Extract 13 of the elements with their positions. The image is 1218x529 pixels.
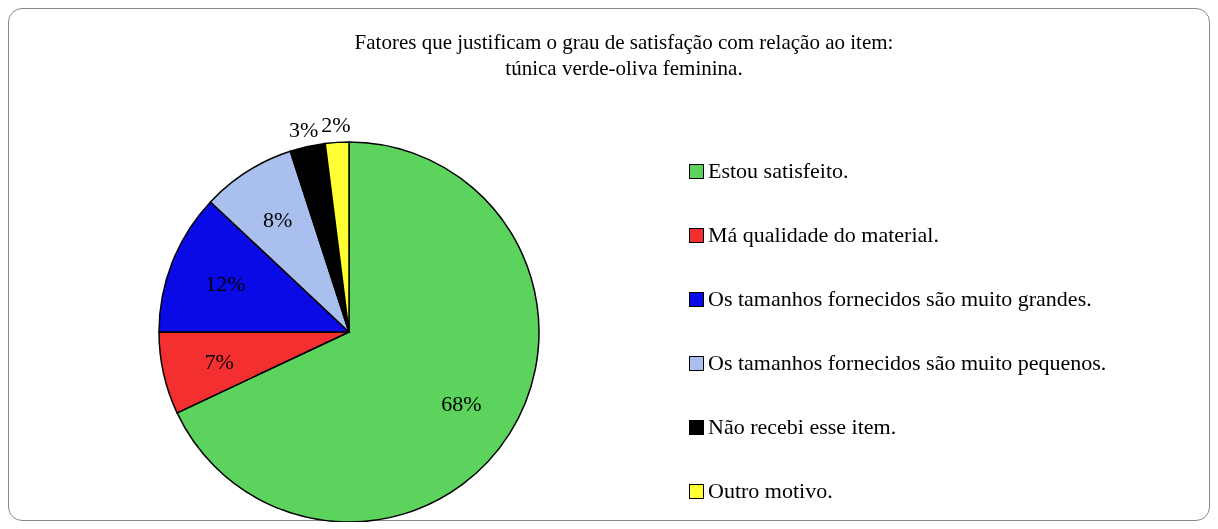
legend-label: Não recebi esse item. <box>708 414 897 440</box>
legend-label: Estou satisfeito. <box>708 158 849 184</box>
data-label: 7% <box>204 348 234 374</box>
data-label: 2% <box>321 111 351 137</box>
data-label: 68% <box>441 390 482 416</box>
data-label: 12% <box>205 270 246 296</box>
legend-label: Outro motivo. <box>708 478 833 504</box>
data-label: 8% <box>263 207 293 233</box>
legend-label: Má qualidade do material. <box>708 222 939 248</box>
legend-label: Os tamanhos fornecidos são muito grandes. <box>708 286 1092 312</box>
legend-label: Os tamanhos fornecidos são muito pequenos. <box>708 350 1107 376</box>
chart-title: Fatores que justificam o grau de satisfação com relação ao item: túnica verde-oliva feminina. <box>353 29 895 81</box>
data-label: 3% <box>288 116 319 142</box>
